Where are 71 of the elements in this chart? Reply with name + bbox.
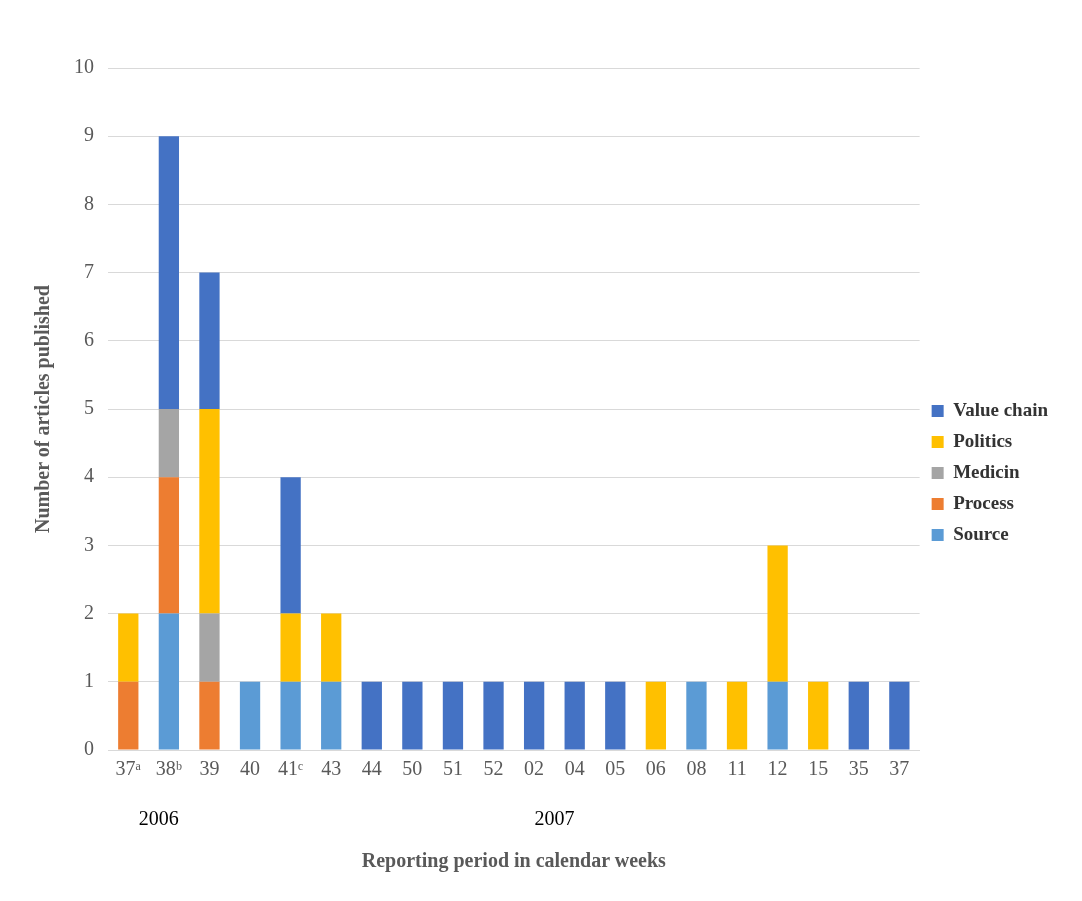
y-tick-label: 3: [84, 532, 94, 555]
legend-label: Politics: [953, 429, 1013, 451]
x-tick-label: 37ᵃ: [115, 757, 142, 780]
x-tick-label: 51: [442, 757, 463, 780]
bar: [442, 681, 464, 750]
x-tick-label: 39: [199, 757, 220, 780]
legend-label: Value chain: [953, 398, 1049, 420]
bar: [808, 681, 829, 750]
bar: [686, 681, 707, 750]
bar: [848, 681, 869, 750]
bar: [158, 477, 180, 614]
y-tick-label: 9: [84, 123, 94, 146]
y-tick-label: 8: [84, 191, 94, 214]
bar: [564, 681, 585, 750]
y-tick-label: 10: [74, 55, 94, 78]
bar: [767, 681, 788, 750]
bar: [402, 681, 423, 750]
bar: [199, 681, 220, 750]
legend-label: Source: [953, 522, 1009, 544]
bar: [118, 681, 139, 750]
x-tick-label: 44: [361, 757, 382, 780]
x-tick-label: 40: [240, 757, 261, 780]
x-tick-label: 41ᶜ: [278, 757, 304, 780]
text: 2007: [534, 807, 575, 829]
bar: [889, 681, 910, 750]
text: 2006: [138, 807, 179, 829]
bar: [158, 409, 180, 478]
x-tick-label: 43: [321, 757, 342, 780]
bar: [321, 613, 342, 682]
bar: [199, 409, 220, 614]
x-tick-label: 11: [727, 757, 747, 780]
bar: [199, 272, 220, 409]
x-tick-label: 52: [483, 757, 504, 780]
x-tick-label: 08: [686, 757, 707, 780]
bar: [321, 681, 342, 750]
bar: [645, 681, 667, 750]
y-tick-label: 4: [84, 464, 94, 487]
bar: [118, 613, 139, 682]
bar: [280, 681, 301, 750]
bar: [280, 613, 301, 682]
legend-label: Process: [953, 491, 1015, 513]
bar: [523, 681, 545, 750]
x-tick-label: 50: [402, 757, 423, 780]
bar: [726, 681, 748, 750]
y-tick-label: 2: [84, 600, 94, 623]
bar: [361, 681, 382, 750]
x-tick-label: 38ᵇ: [155, 757, 182, 780]
x-tick-label: 35: [848, 757, 869, 780]
bar: [158, 613, 180, 750]
x-tick-label: 02: [524, 757, 545, 780]
bar: [605, 681, 626, 750]
y-tick-label: 6: [84, 328, 94, 351]
x-tick-label: 04: [564, 757, 585, 780]
y-tick-label: 0: [84, 737, 94, 760]
bar: [280, 477, 301, 614]
x-tick-label: 15: [808, 757, 829, 780]
x-tick-label: 37: [889, 757, 910, 780]
y-axis-title: Number of articles published: [31, 285, 55, 533]
y-tick-label: 1: [84, 669, 94, 692]
bar: [199, 613, 220, 682]
x-tick-label: 12: [767, 757, 788, 780]
bar: [767, 545, 788, 682]
bar: [239, 681, 261, 750]
x-tick-label: 05: [605, 757, 626, 780]
bar: [483, 681, 504, 750]
y-tick-label: 7: [84, 259, 94, 282]
legend-label: Medicin: [953, 460, 1021, 482]
x-axis-title: Reporting period in calendar weeks: [361, 849, 667, 873]
bar: [158, 136, 180, 409]
x-tick-label: 06: [645, 757, 666, 780]
y-tick-label: 5: [84, 396, 94, 419]
